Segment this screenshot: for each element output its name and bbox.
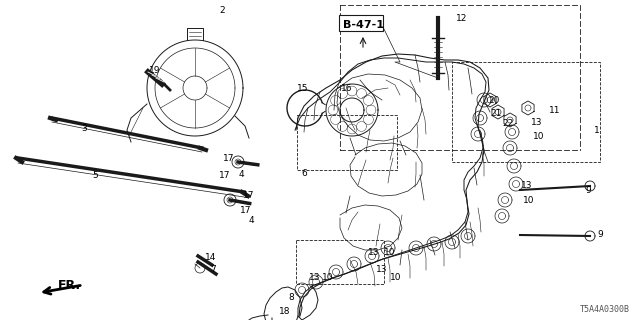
Text: 13: 13 <box>376 266 388 275</box>
Text: 3: 3 <box>81 124 87 132</box>
Text: B-47-1: B-47-1 <box>342 20 383 30</box>
Text: 19: 19 <box>149 66 161 75</box>
Text: 12: 12 <box>456 13 468 22</box>
Text: T5A4A0300B: T5A4A0300B <box>580 305 630 314</box>
Text: 15: 15 <box>297 84 308 92</box>
Text: 13: 13 <box>368 247 380 257</box>
Text: 5: 5 <box>92 171 98 180</box>
Text: 9: 9 <box>597 229 603 238</box>
Text: 4: 4 <box>238 170 244 179</box>
Text: FR.: FR. <box>58 279 81 292</box>
Text: 10: 10 <box>384 247 396 257</box>
Text: 13: 13 <box>531 117 543 126</box>
Text: 17: 17 <box>223 154 235 163</box>
Text: 4: 4 <box>248 215 254 225</box>
Text: 13: 13 <box>521 180 532 189</box>
Text: 9: 9 <box>585 186 591 195</box>
Text: 16: 16 <box>341 84 353 92</box>
Text: 13: 13 <box>309 274 321 283</box>
Text: 17: 17 <box>240 205 252 214</box>
Text: 11: 11 <box>549 106 561 115</box>
Text: 10: 10 <box>524 196 535 204</box>
Text: 10: 10 <box>390 274 402 283</box>
Text: 8: 8 <box>288 293 294 302</box>
Text: 10: 10 <box>533 132 545 140</box>
Text: 10: 10 <box>323 274 333 283</box>
Text: 17: 17 <box>220 171 231 180</box>
FancyBboxPatch shape <box>339 15 383 31</box>
Text: 6: 6 <box>301 169 307 178</box>
Text: 18: 18 <box>279 308 291 316</box>
Text: 2: 2 <box>219 5 225 14</box>
Text: 7: 7 <box>210 266 216 275</box>
Text: 20: 20 <box>488 95 500 105</box>
Text: 21: 21 <box>490 108 502 117</box>
Text: 14: 14 <box>205 252 217 261</box>
Text: 1: 1 <box>594 125 600 134</box>
Text: 22: 22 <box>502 118 514 127</box>
Text: 17: 17 <box>243 190 255 199</box>
